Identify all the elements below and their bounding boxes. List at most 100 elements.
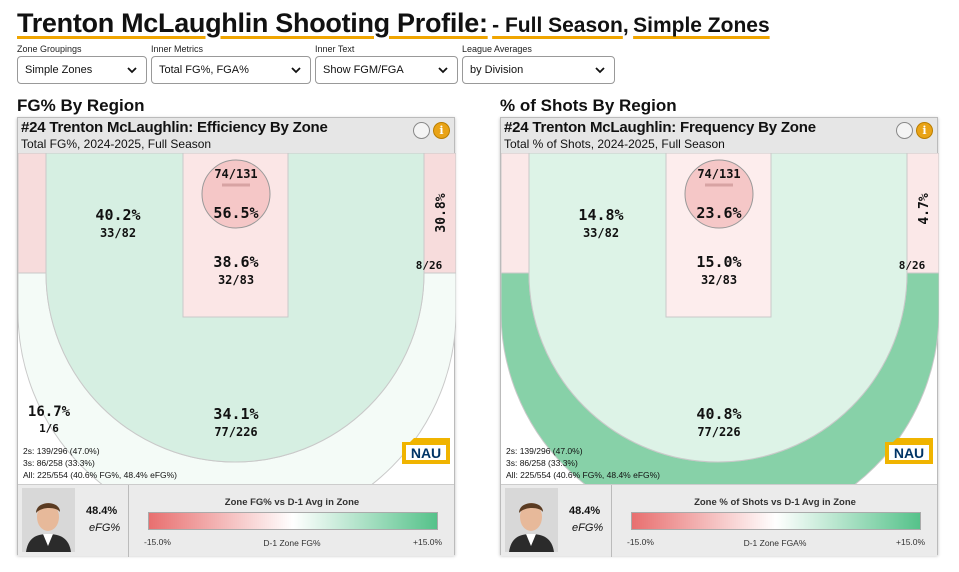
midrange-detail: 33/82: [583, 226, 619, 240]
inner-metrics-label: Inner Metrics: [151, 44, 204, 54]
league-averages-control: League Averages by Division: [462, 44, 615, 84]
avatar: [505, 488, 558, 552]
panel-title: #24 Trenton McLaughlin: Efficiency By Zo…: [21, 119, 328, 136]
frequency-panel: #24 Trenton McLaughlin: Frequency By Zon…: [500, 117, 939, 557]
section-title-fg: FG% By Region: [17, 96, 145, 115]
legend-color-scale: [631, 512, 921, 530]
league-averages-value: by Division: [470, 64, 524, 76]
inner-metrics-control: Inner Metrics Total FG%, FGA%: [151, 44, 311, 84]
twos-stat: 2s: 139/296 (47.0%): [23, 446, 100, 456]
info-icon[interactable]: i: [916, 122, 933, 139]
inner-text-value: Show FGM/FGA: [323, 64, 404, 76]
shooting-summary: 2s: 139/296 (47.0%) 3s: 86/258 (33.3%) A…: [506, 445, 660, 481]
inner-metrics-select[interactable]: Total FG%, FGA%: [151, 56, 311, 84]
threes-stat: 3s: 86/258 (33.3%): [23, 458, 95, 468]
zone-groupings-label: Zone Groupings: [17, 44, 82, 54]
chevron-down-icon: [291, 67, 301, 74]
zone-left-corner-3: [18, 153, 47, 274]
above-break3-detail: 77/226: [697, 425, 740, 439]
avatar: [22, 488, 75, 552]
panel-footer: 48.4% eFG% Zone % of Shots vs D-1 Avg in…: [501, 484, 937, 557]
title-zones[interactable]: Simple Zones: [633, 14, 770, 37]
all-stat: All: 225/554 (40.6% FG%, 48.4% eFG%): [506, 470, 661, 480]
panel-subtitle: Total FG%, 2024-2025, Full Season: [21, 137, 212, 151]
rim-detail: 74/131: [697, 167, 740, 181]
legend-min-label: -15.0%: [627, 537, 654, 547]
right-corner3-value: 4.7%: [917, 193, 932, 224]
zone-right-corner-3: [423, 153, 456, 274]
all-stat: All: 225/554 (40.6% FG%, 48.4% eFG%): [23, 470, 178, 480]
team-logo-text: NAU: [894, 445, 924, 461]
rim-detail: 74/131: [214, 167, 257, 181]
above-break3-detail: 77/226: [214, 425, 257, 439]
twos-stat: 2s: 139/296 (47.0%): [506, 446, 583, 456]
panel-footer: 48.4% eFG% Zone FG% vs D-1 Avg in Zone -…: [18, 484, 454, 557]
zone-labels: 74/131 23.6% 15.0% 32/83 14.8% 33/82 4.7…: [578, 167, 932, 439]
efg-label: eFG%: [572, 522, 604, 534]
shooting-summary: 2s: 139/296 (47.0%) 3s: 86/258 (33.3%) A…: [23, 445, 177, 481]
shot-court-chart: 74/131 56.5% 38.6% 32/83 40.2% 33/82 30.…: [18, 153, 456, 484]
panel-subtitle: Total % of Shots, 2024-2025, Full Season: [504, 137, 725, 151]
zone-groupings-select[interactable]: Simple Zones: [17, 56, 147, 84]
info-icon[interactable]: i: [433, 122, 450, 139]
midrange-value: 40.2%: [95, 206, 140, 224]
zone-groupings-control: Zone Groupings Simple Zones: [17, 44, 147, 84]
legend-title: Zone % of Shots vs D-1 Avg in Zone: [694, 497, 856, 508]
efg-value: 48.4%: [86, 505, 118, 517]
midrange-detail: 33/82: [100, 226, 136, 240]
left-corner3-detail: 1/6: [39, 422, 59, 435]
title-season[interactable]: - Full Season: [492, 14, 623, 37]
legend-max-label: +15.0%: [896, 537, 926, 547]
panel-title: #24 Trenton McLaughlin: Frequency By Zon…: [504, 119, 816, 136]
league-averages-select[interactable]: by Division: [462, 56, 615, 84]
zone-left-corner-3: [501, 153, 530, 274]
threes-stat: 3s: 86/258 (33.3%): [506, 458, 578, 468]
team-logo: NAU: [885, 438, 933, 464]
legend-min-label: -15.0%: [144, 537, 171, 547]
zone-labels: 74/131 56.5% 38.6% 32/83 40.2% 33/82 30.…: [28, 167, 449, 439]
zone-right-corner-3: [906, 153, 939, 274]
shot-court-chart: 74/131 23.6% 15.0% 32/83 14.8% 33/82 4.7…: [501, 153, 939, 484]
right-corner3-detail: 8/26: [416, 259, 443, 272]
zone-rim: [684, 159, 754, 229]
paint-detail: 32/83: [218, 273, 254, 287]
chevron-down-icon: [438, 67, 448, 74]
paint-value: 15.0%: [696, 253, 741, 271]
title-player: Trenton McLaughlin Shooting Profile:: [17, 8, 488, 38]
efg-value: 48.4%: [569, 505, 601, 517]
above-break3-value: 34.1%: [213, 405, 258, 423]
zone-rim: [201, 159, 271, 229]
efg-label: eFG%: [89, 522, 121, 534]
above-break3-value: 40.8%: [696, 405, 741, 423]
legend-mid-label: D-1 Zone FGA%: [743, 538, 807, 548]
midrange-value: 14.8%: [578, 206, 623, 224]
left-corner3-value: 16.7%: [28, 404, 71, 420]
footer-divider: [128, 485, 129, 557]
legend-max-label: +15.0%: [413, 537, 443, 547]
legend-color-scale: [148, 512, 438, 530]
panel-header: #24 Trenton McLaughlin: Efficiency By Zo…: [18, 118, 454, 153]
right-corner3-value: 30.8%: [434, 193, 449, 232]
court-zones: [18, 153, 456, 484]
inner-text-select[interactable]: Show FGM/FGA: [315, 56, 458, 84]
panel-header: #24 Trenton McLaughlin: Frequency By Zon…: [501, 118, 937, 153]
court-zones: [501, 153, 939, 484]
section-title-shots: % of Shots By Region: [500, 96, 677, 115]
rim-value: 23.6%: [696, 204, 741, 222]
paint-value: 38.6%: [213, 253, 258, 271]
chevron-down-icon: [595, 67, 605, 74]
zone-groupings-value: Simple Zones: [25, 64, 93, 76]
paint-detail: 32/83: [701, 273, 737, 287]
team-logo-text: NAU: [411, 445, 441, 461]
chevron-down-icon: [127, 67, 137, 74]
page-title: Trenton McLaughlin Shooting Profile: - F…: [17, 8, 770, 39]
inner-metrics-value: Total FG%, FGA%: [159, 64, 249, 76]
league-averages-label: League Averages: [462, 44, 532, 54]
toggle-button[interactable]: [413, 122, 430, 139]
toggle-button[interactable]: [896, 122, 913, 139]
inner-text-label: Inner Text: [315, 44, 355, 54]
right-corner3-detail: 8/26: [899, 259, 926, 272]
efficiency-panel: #24 Trenton McLaughlin: Efficiency By Zo…: [17, 117, 456, 557]
inner-text-control: Inner Text Show FGM/FGA: [315, 44, 458, 84]
rim-value: 56.5%: [213, 204, 258, 222]
